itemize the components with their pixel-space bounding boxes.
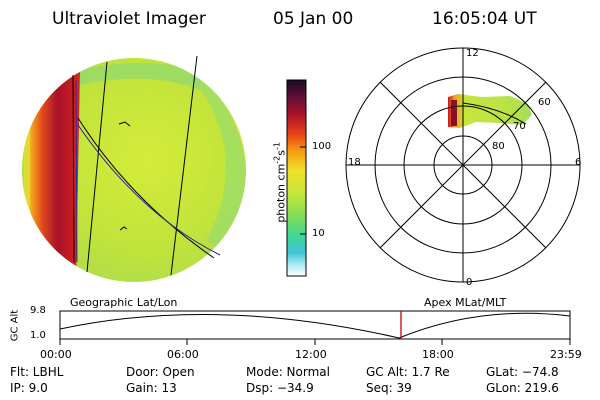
timeline-x-tick-1: 06:00 [167, 348, 199, 361]
timeline-axis-label: GC Alt [9, 309, 21, 342]
timeline-x-tick-0: 00:00 [40, 348, 72, 361]
info-seq: Seq: 39 [366, 381, 412, 395]
timeline-x-tick-2: 12:00 [295, 348, 327, 361]
lat-label-80: 80 [492, 141, 505, 152]
info-glat: GLat: −74.8 [486, 365, 559, 379]
timeline-x-tick-4: 23:59 [550, 348, 582, 361]
timeline-y-top: 9.8 [30, 305, 46, 316]
lat-label-70: 70 [513, 121, 526, 132]
lat-label-60: 60 [538, 97, 551, 108]
instrument-title: Ultraviolet Imager [52, 9, 206, 29]
timeline-y-bottom: 1.0 [30, 330, 46, 341]
info-gc-alt: GC Alt: 1.7 Re [366, 365, 450, 379]
info-ip: IP: 9.0 [10, 381, 48, 395]
time-label: 16:05:04 UT [432, 9, 537, 29]
info-dsp: Dsp: −34.9 [246, 381, 314, 395]
info-mode: Mode: Normal [246, 365, 330, 379]
mlt-label-18: 18 [348, 157, 361, 168]
info-gain: Gain: 13 [126, 381, 177, 395]
colorbar-tick-100: 100 [312, 141, 332, 152]
colorbar-tick-10: 10 [312, 228, 325, 239]
timeline-x-tick-3: 18:00 [422, 348, 454, 361]
apex-caption: Apex MLat/MLT [424, 296, 507, 309]
mlt-label-12: 12 [466, 48, 479, 59]
date-label: 05 Jan 00 [273, 9, 354, 29]
geographic-caption: Geographic Lat/Lon [70, 296, 178, 309]
info-door: Door: Open [126, 365, 195, 379]
info-filter: Flt: LBHL [10, 365, 64, 379]
info-glon: GLon: 219.6 [486, 381, 559, 395]
mlt-label-6: 6 [575, 157, 582, 168]
mlt-label-0: 0 [466, 277, 473, 288]
